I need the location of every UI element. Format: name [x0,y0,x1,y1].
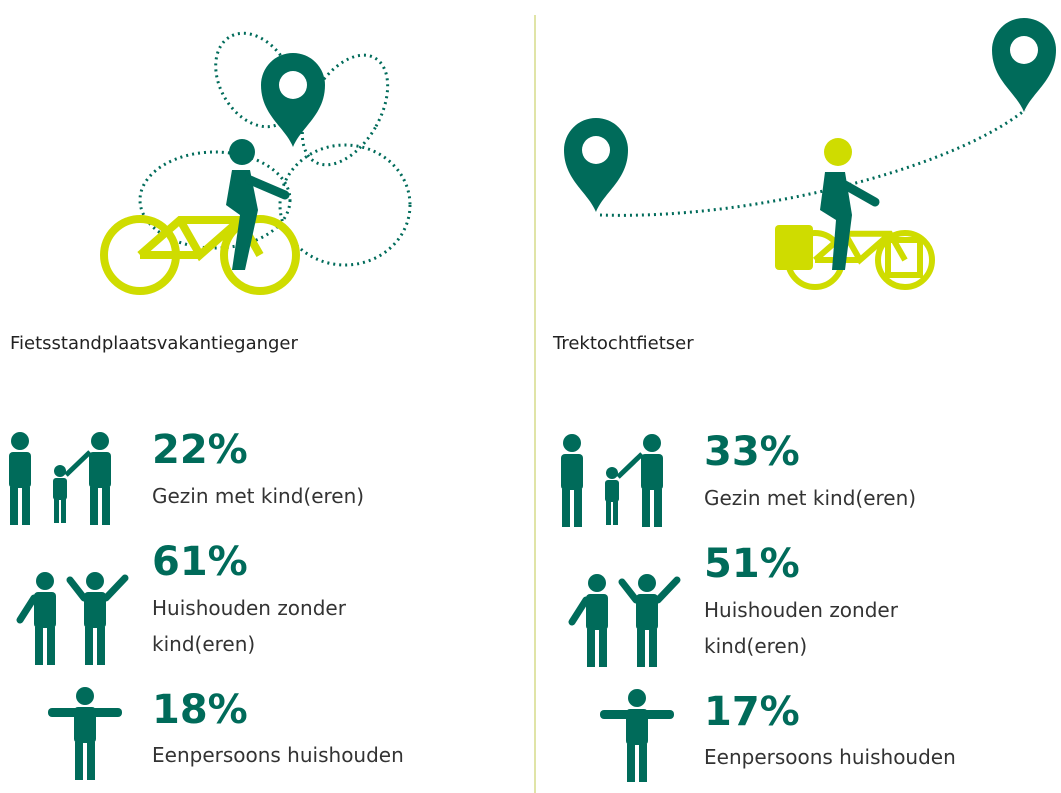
stat-label: Gezin met kind(eren) [152,484,365,508]
stat-value: 33% [704,429,800,475]
panel-title: Fietsstandplaatsvakantieganger [10,333,298,354]
panel-title: Trektochtfietser [553,333,694,354]
stat-value: 51% [704,541,800,587]
stat-label: Huishouden zonder kind(eren) [704,598,898,658]
stat-label: Eenpersoons huishouden [704,745,956,769]
stat-label: Gezin met kind(eren) [704,486,917,510]
stat-label: Eenpersoons huishouden [152,743,404,767]
stat-value: 17% [704,689,800,735]
stat-value: 61% [152,539,248,585]
stat-label: Huishouden zonder kind(eren) [152,596,346,656]
stat-value: 22% [152,427,248,473]
stat-value: 18% [152,687,248,733]
